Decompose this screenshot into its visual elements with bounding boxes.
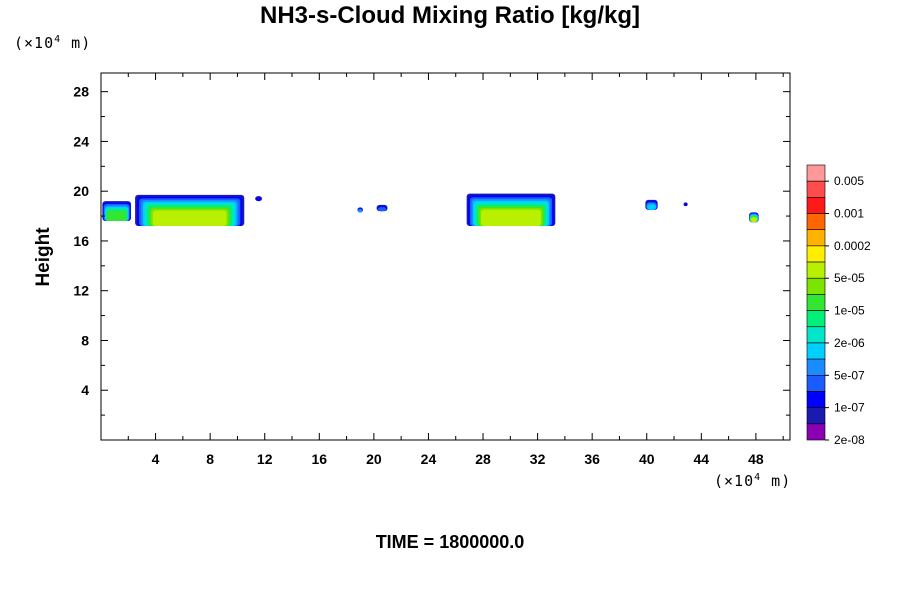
colorbar-swatch — [806, 342, 826, 360]
x-tick-label: 48 — [748, 451, 764, 467]
x-tick-label: 44 — [694, 451, 710, 467]
colorbar-swatch — [806, 180, 826, 198]
y-tick-label: 8 — [81, 332, 89, 348]
cloud-patch — [683, 202, 688, 207]
colorbar-label: 5e-05 — [834, 271, 865, 285]
cloud-patch — [749, 212, 759, 223]
y-unit-label: (×104 m) — [14, 34, 92, 52]
cloud-band — [481, 209, 541, 227]
plot-frame — [100, 72, 791, 441]
x-tick-label: 20 — [366, 451, 382, 467]
cloud-patch — [102, 201, 132, 222]
colorbar-swatch — [806, 391, 826, 408]
colorbar-swatch — [806, 164, 826, 182]
cloud-band — [750, 217, 758, 223]
colorbar-label: 0.005 — [834, 174, 864, 188]
colorbar-swatch — [806, 277, 826, 295]
y-axis-title: Height — [33, 227, 54, 287]
x-tick-label: 32 — [530, 451, 546, 467]
colorbar-label: 0.0002 — [834, 239, 871, 253]
chart-title: NH3-s-Cloud Mixing Ratio [kg/kg] — [260, 2, 640, 29]
colorbar-swatch — [806, 294, 826, 311]
cloud-patch — [376, 204, 388, 212]
x-tick-label: 12 — [257, 451, 273, 467]
y-tick-label: 24 — [73, 133, 89, 149]
x-tick-label: 16 — [312, 451, 328, 467]
cloud-band — [683, 203, 688, 207]
cloud-band — [377, 207, 387, 212]
cloud-band — [255, 197, 262, 202]
cloud-band — [647, 204, 656, 210]
colorbar-label: 5e-07 — [834, 368, 865, 382]
x-tick-label: 40 — [639, 451, 655, 467]
colorbar-label: 0.001 — [834, 207, 864, 221]
colorbar-swatch — [806, 197, 826, 214]
cloud-patch — [645, 199, 658, 210]
y-tick-label: 20 — [73, 183, 89, 199]
colorbar-label: 2e-06 — [834, 336, 865, 350]
colorbar-swatch — [806, 326, 826, 344]
colorbar-swatch — [806, 423, 826, 441]
x-tick-label: 28 — [475, 451, 491, 467]
colorbar: 0.005 0.001 0.0002 5e-05 1e-05 2e-06 5e-07 1e-0… — [806, 164, 871, 447]
cloud-patch — [357, 207, 363, 213]
colorbar-swatch — [806, 374, 826, 392]
colorbar-swatch — [806, 213, 826, 231]
colorbar-swatch — [806, 229, 826, 247]
x-unit-label: (×104 m) — [714, 472, 792, 490]
y-tick-label: 16 — [73, 233, 89, 249]
colorbar-swatch — [806, 245, 826, 263]
y-tick-label: 4 — [81, 382, 89, 398]
colorbar-label: 1e-05 — [834, 304, 865, 318]
time-label: TIME = 1800000.0 — [375, 532, 525, 552]
colorbar-swatch — [806, 358, 826, 376]
colorbar-swatch — [806, 407, 826, 425]
colorbar-swatch — [806, 261, 826, 279]
cloud-patch — [466, 193, 556, 227]
x-tick-label: 4 — [152, 451, 160, 467]
colorbar-label: 2e-08 — [834, 433, 865, 447]
cloud-band — [152, 210, 227, 227]
y-tick-label: 28 — [73, 84, 89, 100]
x-tick-label: 24 — [421, 451, 437, 467]
cloud-patch — [135, 194, 245, 227]
colorbar-swatch — [806, 310, 826, 328]
x-tick-label: 8 — [206, 451, 214, 467]
x-tick-label: 36 — [584, 451, 600, 467]
cloud-patch — [255, 196, 262, 202]
cloud-band — [106, 210, 127, 222]
y-tick-label: 12 — [73, 283, 89, 299]
cloud-band — [358, 209, 363, 213]
colorbar-label: 1e-07 — [834, 401, 865, 415]
